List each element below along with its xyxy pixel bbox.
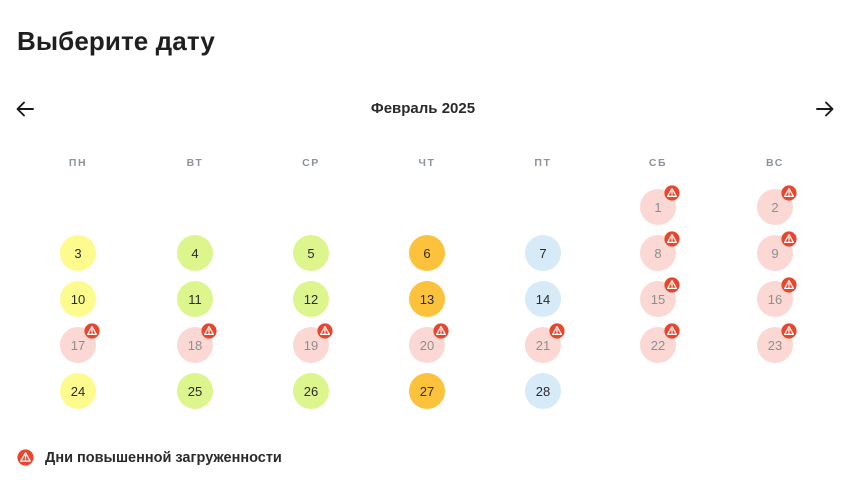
warning-icon — [781, 277, 797, 293]
warning-icon — [201, 323, 217, 339]
day-14[interactable]: 14 — [525, 281, 561, 317]
day-15[interactable]: 15 — [640, 277, 680, 317]
day-3[interactable]: 3 — [60, 235, 96, 271]
day-number: 24 — [70, 383, 86, 399]
day-number: 2 — [771, 199, 779, 215]
day-12[interactable]: 12 — [293, 281, 329, 317]
warning-icon — [781, 231, 797, 247]
day-number: 22 — [650, 337, 666, 353]
arrow-right-icon — [816, 101, 834, 117]
day-number: 10 — [70, 291, 86, 307]
day-1[interactable]: 1 — [640, 185, 680, 225]
day-28[interactable]: 28 — [525, 373, 561, 409]
weekday-label: ВС — [766, 157, 784, 169]
day-19[interactable]: 19 — [293, 323, 333, 363]
day-13[interactable]: 13 — [409, 281, 445, 317]
day-23[interactable]: 23 — [757, 323, 797, 363]
day-number: 12 — [303, 291, 319, 307]
day-4[interactable]: 4 — [177, 235, 213, 271]
day-number: 9 — [771, 245, 779, 261]
day-8[interactable]: 8 — [640, 231, 680, 271]
day-number: 1 — [654, 199, 662, 215]
warning-icon — [17, 449, 34, 466]
day-number: 11 — [188, 291, 202, 307]
day-26[interactable]: 26 — [293, 373, 329, 409]
warning-icon — [317, 323, 333, 339]
day-number: 13 — [419, 291, 435, 307]
day-24[interactable]: 24 — [60, 373, 96, 409]
day-number: 27 — [419, 383, 435, 399]
day-number: 28 — [535, 383, 551, 399]
weekday-label: СБ — [648, 157, 668, 169]
day-number: 3 — [74, 245, 82, 261]
weekday-label: ВТ — [186, 157, 204, 169]
day-27[interactable]: 27 — [409, 373, 445, 409]
warning-icon — [549, 323, 565, 339]
day-number: 5 — [307, 245, 315, 261]
day-number: 18 — [187, 337, 203, 353]
day-10[interactable]: 10 — [60, 281, 96, 317]
prev-month-button[interactable] — [12, 96, 38, 122]
day-number: 17 — [70, 337, 86, 353]
day-number: 7 — [539, 245, 547, 261]
day-number: 6 — [423, 245, 431, 261]
weekday-label: ЧТ — [418, 157, 436, 169]
warning-icon — [781, 185, 797, 201]
weekday-label: СР — [302, 157, 320, 169]
day-25[interactable]: 25 — [177, 373, 213, 409]
month-label: Февраль 2025 — [370, 100, 476, 117]
day-number: 19 — [303, 337, 319, 353]
day-20[interactable]: 20 — [409, 323, 449, 363]
warning-icon — [664, 185, 680, 201]
day-number: 26 — [303, 383, 319, 399]
day-18[interactable]: 18 — [177, 323, 217, 363]
day-number: 20 — [419, 337, 435, 353]
day-number: 25 — [187, 383, 203, 399]
arrow-left-icon — [16, 101, 34, 117]
page-title: Выберите дату — [17, 26, 215, 56]
day-21[interactable]: 21 — [525, 323, 565, 363]
day-7[interactable]: 7 — [525, 235, 561, 271]
day-2[interactable]: 2 — [757, 185, 797, 225]
weekday-label: ПТ — [534, 157, 552, 169]
day-16[interactable]: 16 — [757, 277, 797, 317]
day-6[interactable]: 6 — [409, 235, 445, 271]
weekday-label: ПН — [68, 157, 88, 169]
day-22[interactable]: 22 — [640, 323, 680, 363]
warning-icon — [84, 323, 100, 339]
day-17[interactable]: 17 — [60, 323, 100, 363]
legend: Дни повышенной загруженности — [17, 449, 282, 466]
day-number: 16 — [767, 291, 783, 307]
day-number: 14 — [535, 291, 551, 307]
warning-icon — [664, 277, 680, 293]
day-number: 4 — [191, 245, 199, 261]
day-number: 21 — [535, 337, 551, 353]
day-number: 23 — [767, 337, 783, 353]
day-number: 8 — [654, 245, 662, 261]
day-9[interactable]: 9 — [757, 231, 797, 271]
warning-icon — [433, 323, 449, 339]
next-month-button[interactable] — [812, 96, 838, 122]
day-11[interactable]: 11 — [177, 281, 213, 317]
day-number: 15 — [650, 291, 666, 307]
legend-text: Дни повышенной загруженности — [45, 449, 282, 466]
day-5[interactable]: 5 — [293, 235, 329, 271]
warning-icon — [664, 323, 680, 339]
warning-icon — [781, 323, 797, 339]
warning-icon — [664, 231, 680, 247]
